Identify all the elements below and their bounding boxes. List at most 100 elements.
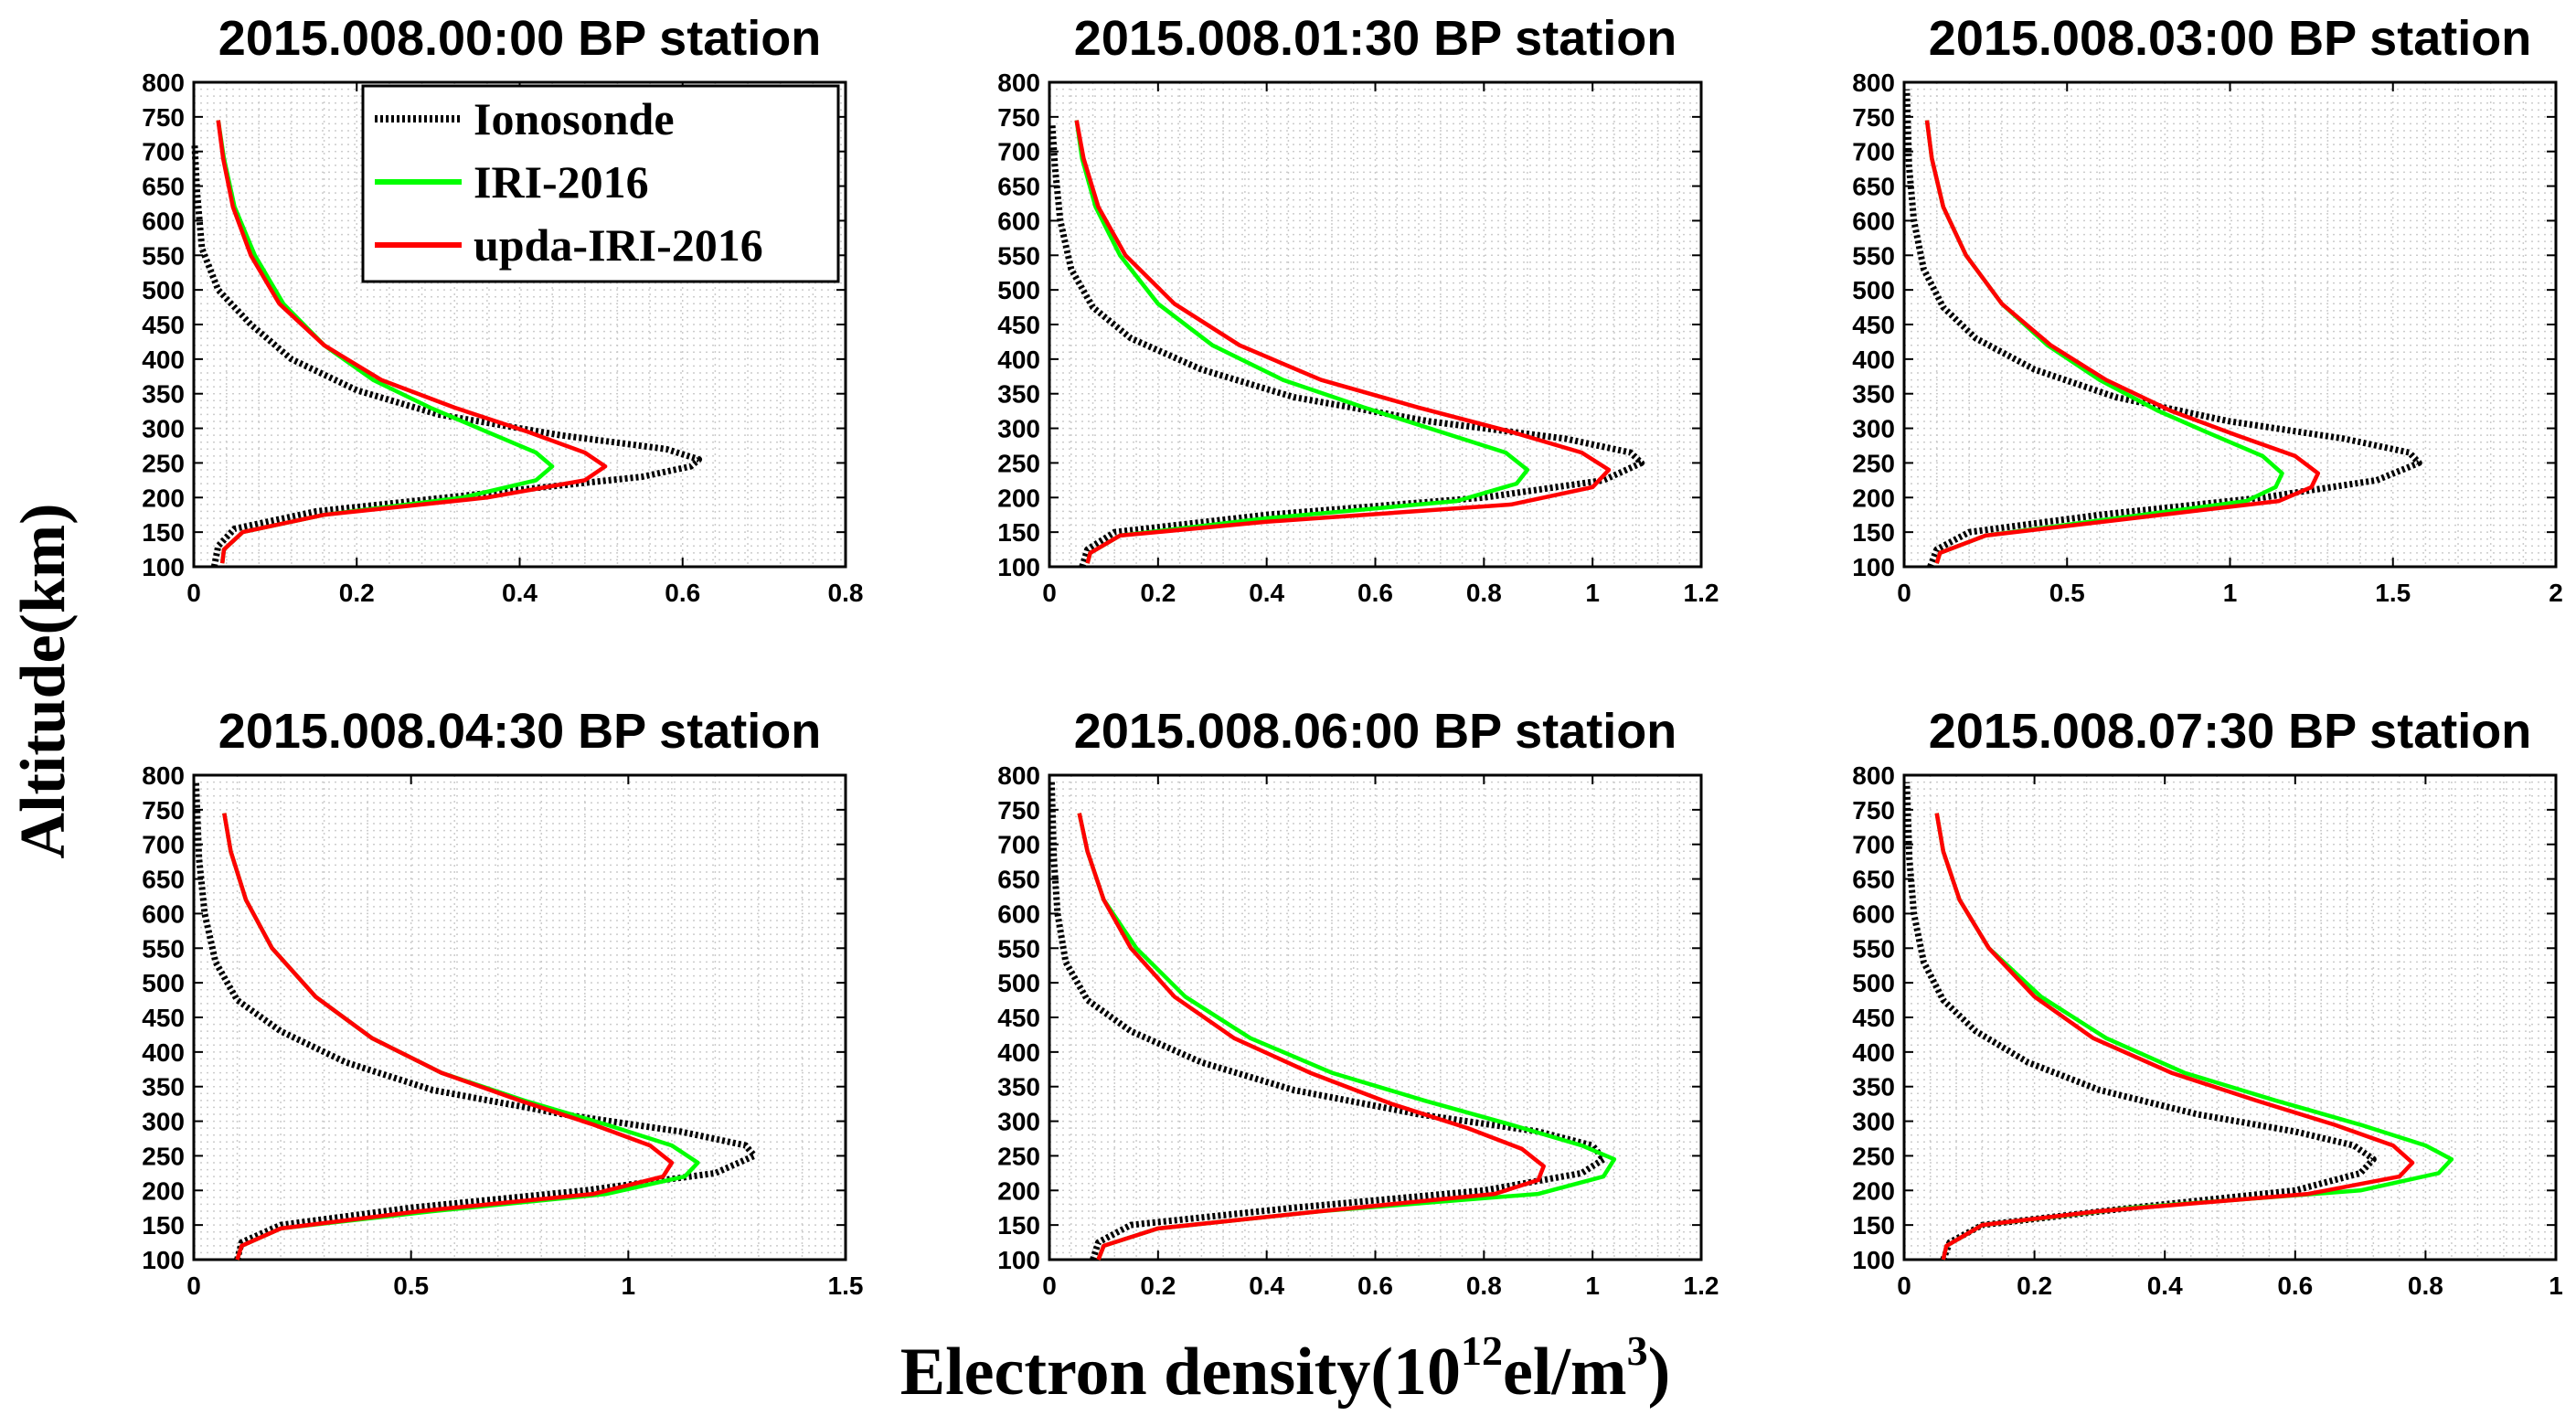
y-tick-label: 200: [142, 1176, 185, 1205]
y-tick-label: 400: [142, 346, 185, 374]
y-tick-label: 450: [142, 1004, 185, 1032]
y-tick-label: 250: [997, 1142, 1040, 1170]
y-tick-label: 750: [142, 103, 185, 132]
y-tick-label: 350: [997, 1073, 1040, 1101]
y-tick-label: 300: [142, 1108, 185, 1136]
x-tick-label: 0.6: [1357, 1272, 1393, 1300]
y-tick-label: 250: [142, 1142, 185, 1170]
series-line-upda-iri-2016: [1924, 120, 2321, 564]
x-tick-label: 0: [186, 579, 201, 607]
x-tick-label: 0.6: [665, 579, 700, 607]
series-line-ionosonde: [192, 782, 758, 1261]
y-tick-label: 650: [997, 173, 1040, 201]
x-tick-label: 0: [1897, 1272, 1911, 1300]
y-tick-label: 250: [1852, 1142, 1895, 1170]
series-line-ionosonde: [1048, 123, 1645, 569]
y-tick-label: 300: [142, 415, 185, 443]
series-line-upda-iri-2016: [222, 813, 675, 1261]
y-tick-label: 400: [997, 1038, 1040, 1067]
y-tick-label: 800: [997, 761, 1040, 790]
y-tick-label: 650: [1852, 173, 1895, 201]
y-tick-label: 350: [142, 1073, 185, 1101]
plot-area: [194, 775, 846, 1260]
y-tick-label: 700: [997, 831, 1040, 859]
x-tick-label: 0.2: [339, 579, 375, 607]
legend-label-upda-iri2016: upda-IRI-2016: [474, 219, 763, 271]
chart-panel-4: 0 0.5 1 1.5 100 150 200 250 300 350 400 450 500 550 60…: [142, 704, 863, 1300]
y-tick-label: 700: [1852, 831, 1895, 859]
x-tick-label: 0: [186, 1272, 201, 1300]
y-tick-label: 500: [1852, 969, 1895, 997]
y-tick-label: 500: [1852, 276, 1895, 304]
x-tick-label: 1: [2223, 579, 2238, 607]
x-tick-label: 0.6: [1357, 579, 1393, 607]
y-tick-label: 400: [1852, 1038, 1895, 1067]
y-tick-label: 450: [997, 311, 1040, 339]
x-tick-label: 0.4: [1249, 1272, 1284, 1300]
x-tick-label: 0.2: [1140, 1272, 1176, 1300]
x-tick-label: 1.5: [2375, 579, 2411, 607]
x-tick-label: 0.2: [1140, 579, 1176, 607]
y-tick-label: 350: [997, 380, 1040, 409]
y-tick-label: 800: [1852, 761, 1895, 790]
y-tick-label: 100: [142, 1246, 185, 1274]
y-tick-label: 550: [1852, 934, 1895, 963]
x-tick-label: 0: [1042, 1272, 1057, 1300]
y-tick-label: 150: [142, 518, 185, 547]
y-tick-label: 150: [1852, 1211, 1895, 1240]
x-tick-label: 0: [1897, 579, 1911, 607]
y-tick-label: 750: [1852, 796, 1895, 825]
x-tick-label: 0: [1042, 579, 1057, 607]
series-line-upda-iri-2016: [216, 120, 608, 564]
series-line-ionosonde: [1048, 782, 1607, 1261]
x-tick-label: 1.5: [828, 1272, 864, 1300]
y-tick-label: 550: [1852, 241, 1895, 270]
y-tick-label: 500: [142, 969, 185, 997]
chart-title: 2015.008.03:00 BP station: [1929, 11, 2531, 66]
x-tick-label: 0.8: [1466, 1272, 1502, 1300]
y-tick-label: 250: [1852, 449, 1895, 477]
y-tick-label: 600: [142, 207, 185, 235]
series-line-iri-2016: [1074, 120, 1530, 564]
chart-panel-2: 0 0.2 0.4 0.6 0.8 1 1.2 100 150 200 250 300 350 400 45…: [997, 11, 1719, 607]
x-tick-label: 0.8: [828, 579, 864, 607]
y-tick-label: 450: [997, 1004, 1040, 1032]
chart-title: 2015.008.01:30 BP station: [1074, 11, 1677, 66]
y-tick-label: 200: [142, 484, 185, 512]
y-tick-label: 300: [997, 415, 1040, 443]
y-tick-label: 350: [1852, 1073, 1895, 1101]
y-tick-label: 600: [1852, 899, 1895, 928]
y-tick-label: 600: [142, 899, 185, 928]
chart-title: 2015.008.00:00 BP station: [218, 11, 821, 66]
series-line-ionosonde: [191, 144, 703, 568]
y-tick-label: 100: [997, 553, 1040, 581]
y-tick-label: 300: [1852, 1108, 1895, 1136]
y-tick-label: 700: [997, 138, 1040, 166]
x-tick-label: 0.5: [2049, 579, 2085, 607]
x-tick-label: 1.2: [1684, 1272, 1719, 1300]
chart-title: 2015.008.07:30 BP station: [1929, 704, 2531, 759]
y-tick-label: 550: [997, 241, 1040, 270]
x-tick-label: 0.8: [1466, 579, 1502, 607]
y-tick-label: 200: [1852, 1176, 1895, 1205]
y-tick-label: 150: [997, 518, 1040, 547]
x-tick-label: 2: [2549, 579, 2563, 607]
y-tick-label: 800: [997, 69, 1040, 97]
chart-title: 2015.008.04:30 BP station: [218, 704, 821, 759]
y-tick-label: 800: [142, 69, 185, 97]
y-tick-label: 450: [1852, 1004, 1895, 1032]
x-tick-label: 0.2: [2017, 1272, 2052, 1300]
y-tick-label: 100: [1852, 1246, 1895, 1274]
y-tick-label: 100: [142, 553, 185, 581]
y-tick-label: 750: [142, 796, 185, 825]
x-tick-label: 1: [1585, 1272, 1600, 1300]
x-tick-label: 0.8: [2408, 1272, 2443, 1300]
y-tick-label: 450: [142, 311, 185, 339]
y-tick-label: 500: [997, 969, 1040, 997]
plot-area: [1904, 775, 2556, 1260]
y-tick-label: 450: [1852, 311, 1895, 339]
chart-title: 2015.008.06:00 BP station: [1074, 704, 1677, 759]
y-axis-label: Altitude(km): [8, 504, 79, 859]
x-axis-label-close: ): [1648, 1335, 1671, 1410]
